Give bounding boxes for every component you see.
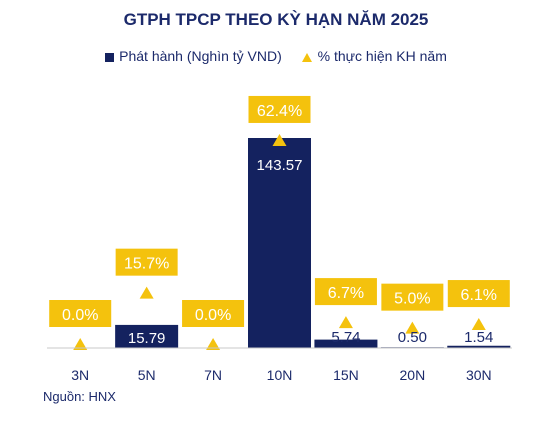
legend: Phát hành (Nghìn tỷ VND) % thực hiện KH …	[0, 47, 552, 64]
legend-bar-label: Phát hành (Nghìn tỷ VND)	[119, 48, 282, 65]
bar-15N	[314, 339, 378, 348]
marker-3N	[73, 338, 88, 350]
x-tick-10N: 10N	[267, 367, 293, 383]
pct-label-30N: 6.1%	[461, 287, 497, 304]
pct-label-7N: 0.0%	[195, 307, 231, 324]
bar-10N	[248, 138, 311, 348]
source-note: Nguồn: HNX	[43, 389, 116, 404]
bar-value-30N: 1.54	[464, 329, 493, 346]
bar-value-10N: 143.57	[257, 157, 303, 174]
marker-15N	[338, 316, 353, 329]
pct-label-box-15N	[314, 278, 377, 306]
pct-label-box-20N	[381, 283, 444, 311]
pct-label-10N: 62.4%	[257, 103, 302, 120]
pct-label-15N: 6.7%	[328, 285, 364, 302]
legend-triangle-icon	[301, 53, 312, 63]
chart-title: GTPH TPCP THEO KỲ HẠN NĂM 2025	[123, 10, 429, 29]
pct-label-box-3N	[49, 300, 112, 327]
pct-label-20N: 5.0%	[394, 291, 430, 308]
x-tick-30N: 30N	[466, 367, 492, 383]
x-tick-3N: 3N	[71, 367, 89, 383]
legend-square-icon	[105, 53, 115, 63]
x-tick-20N: 20N	[400, 367, 426, 383]
bar-value-20N: 0.50	[398, 329, 427, 346]
x-tick-5N: 5N	[138, 367, 156, 383]
pct-label-box-5N	[115, 248, 178, 276]
x-tick-7N: 7N	[204, 367, 222, 383]
marker-30N	[471, 318, 486, 331]
marker-7N	[206, 338, 221, 350]
x-tick-15N: 15N	[333, 367, 359, 383]
pct-label-box-30N	[447, 280, 510, 308]
marker-10N	[272, 133, 287, 146]
pct-label-box-10N	[248, 95, 311, 123]
bar-value-15N: 5.74	[331, 329, 360, 346]
legend-item-bar: Phát hành (Nghìn tỷ VND)	[105, 48, 282, 64]
marker-20N	[405, 321, 420, 334]
pct-label-5N: 15.7%	[124, 256, 169, 273]
bar-5N	[115, 324, 179, 348]
legend-item-marker: % thực hiện KH năm	[301, 48, 447, 65]
bar-30N	[447, 345, 511, 348]
pct-label-3N: 0.0%	[62, 307, 98, 324]
legend-line-label: % thực hiện KH năm	[317, 48, 447, 65]
pct-label-box-7N	[182, 300, 245, 327]
bar-value-5N: 15.79	[128, 330, 166, 347]
marker-5N	[139, 286, 154, 299]
